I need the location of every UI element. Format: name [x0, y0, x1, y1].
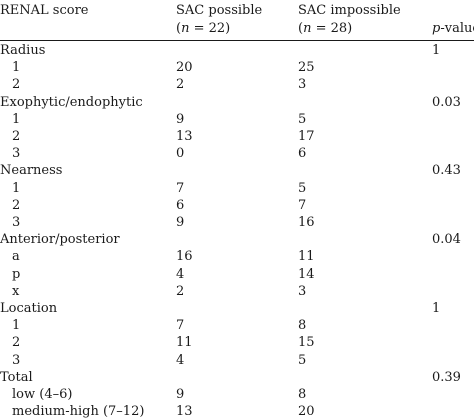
- row-label: 2: [12, 129, 21, 144]
- row-label: medium-high (7–12): [12, 404, 145, 420]
- header-sac-impossible-n-var: n: [303, 21, 312, 36]
- row-label: low (4–6): [12, 387, 73, 402]
- header-sac-possible-n-open: (: [176, 21, 182, 36]
- row-label: Nearness: [0, 163, 63, 179]
- header-p-value: p-value: [432, 21, 474, 37]
- header-p-value-var: p: [432, 21, 441, 36]
- sac-impossible-value: 16: [298, 215, 315, 230]
- sac-possible-value: 9: [176, 111, 185, 127]
- row-label: 2: [12, 77, 21, 93]
- row-label: 1: [12, 318, 21, 334]
- row-label: 1: [12, 111, 21, 127]
- sac-possible-value: 13: [176, 129, 193, 144]
- header-p-value-rest: -value: [440, 21, 474, 36]
- sac-possible-value: 0: [176, 146, 185, 162]
- sac-possible-value: 11: [176, 335, 193, 351]
- row-label: 2: [12, 335, 21, 351]
- sac-impossible-value: 8: [298, 387, 307, 402]
- sac-possible-value: 4: [176, 352, 185, 368]
- p-value: 0.39: [432, 369, 461, 385]
- row-label: 1: [12, 180, 21, 196]
- header-renal-score: RENAL score: [0, 3, 89, 18]
- sac-impossible-value: 7: [298, 197, 307, 213]
- header-sac-possible-n: (n = 22): [176, 21, 230, 37]
- sac-possible-value: 4: [176, 266, 185, 282]
- sac-impossible-value: 6: [298, 146, 307, 162]
- sac-possible-value: 2: [176, 283, 185, 299]
- sac-impossible-value: 5: [298, 180, 307, 196]
- sac-possible-value: 7: [176, 318, 185, 334]
- p-value: 1: [432, 43, 441, 58]
- row-label: 2: [12, 197, 21, 213]
- sac-possible-value: 20: [176, 60, 193, 76]
- row-label: Anterior/posterior: [0, 232, 120, 248]
- sac-possible-value: 7: [176, 180, 185, 196]
- row-label: Radius: [0, 43, 46, 58]
- p-value: 1: [432, 301, 441, 316]
- row-label: Location: [0, 301, 58, 316]
- sac-possible-value: 6: [176, 197, 185, 213]
- row-label: a: [12, 249, 20, 265]
- sac-impossible-value: 3: [298, 77, 307, 93]
- sac-impossible-value: 5: [298, 352, 307, 368]
- sac-impossible-value: 15: [298, 335, 315, 351]
- row-label: 3: [12, 215, 21, 230]
- sac-impossible-value: 8: [298, 318, 307, 334]
- sac-possible-value: 9: [176, 387, 185, 402]
- sac-impossible-value: 25: [298, 60, 315, 76]
- sac-possible-value: 2: [176, 77, 185, 93]
- p-value: 0.04: [432, 232, 461, 248]
- p-value: 0.03: [432, 94, 461, 110]
- sac-impossible-value: 17: [298, 129, 315, 144]
- sac-impossible-value: 11: [298, 249, 315, 265]
- header-sac-impossible: SAC impossible: [298, 3, 401, 18]
- row-label: 3: [12, 146, 21, 162]
- sac-possible-value: 9: [176, 215, 185, 230]
- sac-possible-value: 16: [176, 249, 193, 265]
- row-label: 3: [12, 352, 21, 368]
- row-label: 1: [12, 60, 21, 76]
- row-label: x: [12, 283, 20, 299]
- row-label: Exophytic/endophytic: [0, 94, 143, 110]
- header-sac-possible: SAC possible: [176, 3, 263, 18]
- header-sac-impossible-n-rest: = 28): [311, 21, 353, 36]
- header-sac-impossible-n-open: (: [298, 21, 304, 36]
- header-sac-impossible-n: (n = 28): [298, 21, 352, 37]
- p-value: 0.43: [432, 163, 461, 179]
- header-sac-possible-n-var: n: [181, 21, 190, 36]
- header-sac-possible-n-rest: = 22): [189, 21, 231, 36]
- sac-possible-value: 13: [176, 404, 193, 420]
- sac-impossible-value: 20: [298, 404, 315, 420]
- row-label: p: [12, 266, 21, 282]
- sac-impossible-value: 14: [298, 266, 315, 282]
- header-divider: [0, 40, 474, 41]
- sac-impossible-value: 5: [298, 111, 307, 127]
- row-label: Total: [0, 369, 33, 385]
- sac-impossible-value: 3: [298, 283, 307, 299]
